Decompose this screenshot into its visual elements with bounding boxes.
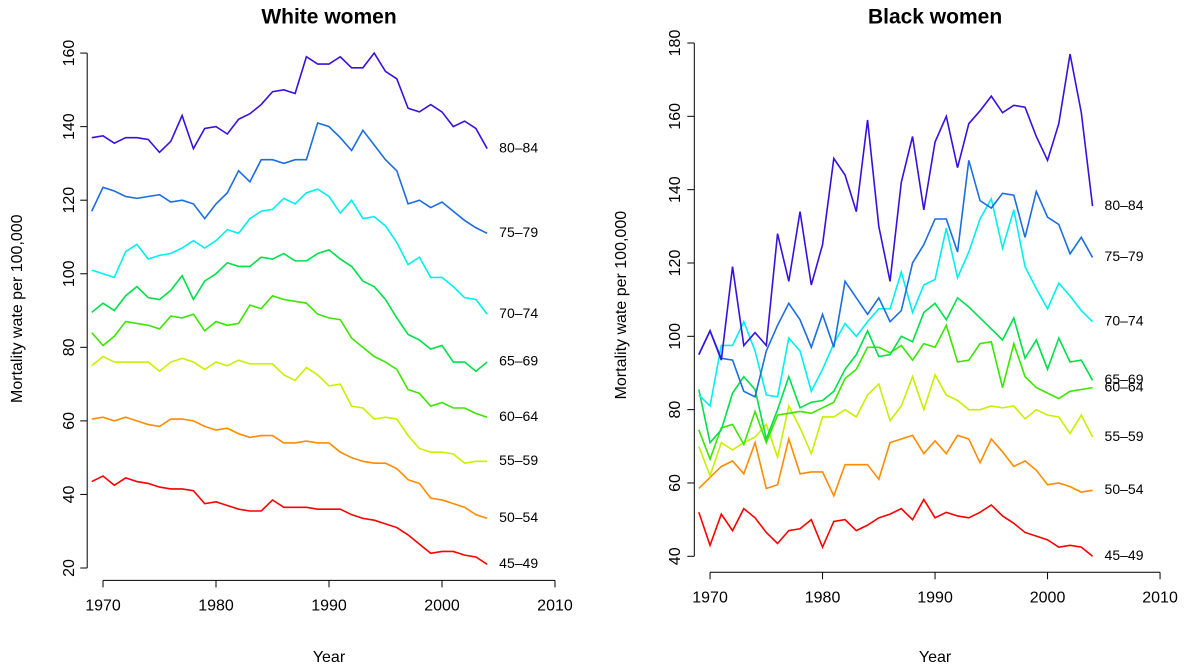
series-line <box>698 497 1094 557</box>
y-axis-label: Mortality wate per 100,000 <box>9 214 26 403</box>
y-tick-label: 100 <box>667 323 684 350</box>
x-tick-label: 2000 <box>1030 590 1066 607</box>
x-tick-label: 1990 <box>917 590 953 607</box>
series-label: 65–69 <box>1105 371 1144 387</box>
y-tick-label: 100 <box>61 260 78 287</box>
x-tick-label: 2010 <box>537 598 573 615</box>
series-label: 45–49 <box>499 555 538 571</box>
series-label: 55–59 <box>499 452 538 468</box>
y-tick-label: 60 <box>667 474 684 492</box>
series-label: 45–49 <box>1105 547 1144 563</box>
series-line <box>698 296 1094 445</box>
series-line <box>91 51 488 154</box>
series-line <box>698 323 1093 462</box>
x-axis-label: Year <box>313 649 346 666</box>
y-tick-label: 140 <box>667 176 684 203</box>
series-line <box>698 434 1093 498</box>
y-tick-label: 40 <box>61 485 78 503</box>
series-line <box>90 121 488 235</box>
chart-title: White women <box>261 6 396 29</box>
series-line <box>91 294 488 418</box>
x-tick-label: 1970 <box>85 598 121 615</box>
chart-title: Black women <box>868 6 1002 29</box>
x-tick-label: 2000 <box>424 598 460 615</box>
y-tick-label: 140 <box>61 113 78 140</box>
y-tick-label: 120 <box>667 250 684 277</box>
series-label: 80–84 <box>1105 197 1144 213</box>
y-tick-label: 80 <box>667 401 684 419</box>
x-axis-label: Year <box>919 649 952 666</box>
y-tick-label: 160 <box>667 103 684 130</box>
series-line <box>91 355 488 465</box>
x-tick-label: 1980 <box>198 598 234 615</box>
series-label: 75–79 <box>499 224 538 240</box>
series-line <box>91 416 488 520</box>
y-tick-label: 120 <box>61 187 78 214</box>
series-line <box>91 248 488 373</box>
series-label: 65–69 <box>499 353 538 369</box>
x-tick-label: 1970 <box>692 590 728 607</box>
series-label: 70–74 <box>1105 312 1144 328</box>
series-line <box>91 188 488 315</box>
series-label: 50–54 <box>499 509 538 525</box>
series-line <box>91 475 488 566</box>
series-label: 75–79 <box>1105 248 1144 264</box>
series-line <box>698 160 1094 398</box>
series-line <box>698 196 1094 408</box>
y-axis-label: Mortality wate per 100,000 <box>613 211 630 400</box>
series-label: 80–84 <box>499 139 538 155</box>
x-tick-label: 1980 <box>805 590 841 607</box>
x-tick-label: 1990 <box>311 598 347 615</box>
series-label: 55–59 <box>1105 428 1144 444</box>
series-label: 50–54 <box>1105 481 1144 497</box>
series-label: 70–74 <box>499 305 538 321</box>
series-label: 60–64 <box>499 408 538 424</box>
y-tick-label: 60 <box>61 412 78 430</box>
y-tick-label: 160 <box>61 40 78 67</box>
y-tick-label: 180 <box>667 30 684 57</box>
series-label: 60–64 <box>1105 378 1144 394</box>
y-tick-label: 80 <box>61 338 78 356</box>
x-tick-label: 2010 <box>1142 590 1178 607</box>
series-line <box>698 372 1094 478</box>
y-tick-label: 20 <box>61 559 78 577</box>
series-line <box>698 53 1094 361</box>
y-tick-label: 40 <box>667 547 684 565</box>
